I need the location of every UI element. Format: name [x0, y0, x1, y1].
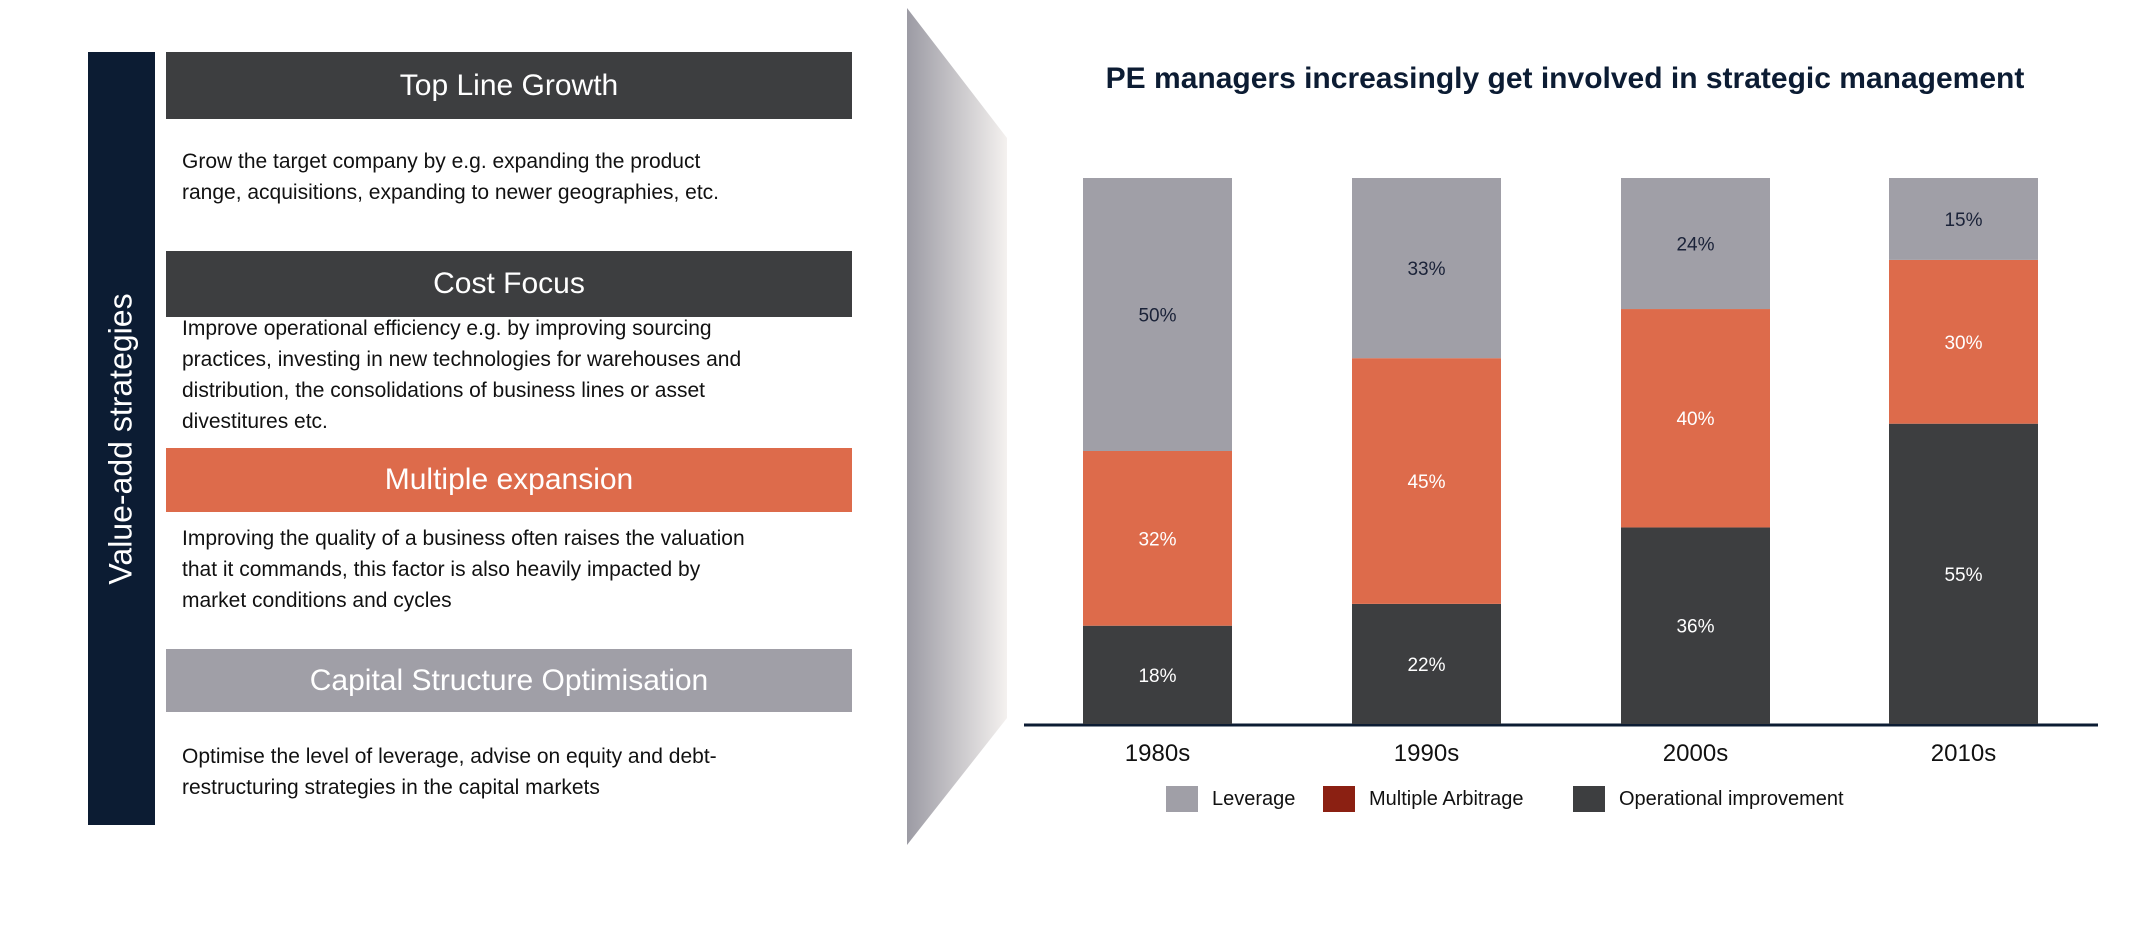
bar-segment — [1621, 178, 1770, 310]
data-label: 45% — [1407, 472, 1445, 493]
legend-swatch — [1166, 786, 1198, 812]
capital-structure-text: Optimise the level of leverage, advise o… — [182, 741, 842, 803]
legend-label: Multiple Arbitrage — [1369, 787, 1524, 810]
chart-title: PE managers increasingly get involved in… — [1105, 62, 2025, 95]
data-label: 33% — [1407, 259, 1445, 280]
data-label: 50% — [1138, 306, 1176, 327]
x-tick-label: 1980s — [1124, 740, 1191, 767]
legend-label: Operational improvement — [1619, 787, 1844, 810]
text-line: divestitures etc. — [182, 410, 328, 433]
bar-segment — [1083, 451, 1232, 626]
data-label: 40% — [1676, 409, 1714, 430]
value-add-sidebar — [88, 52, 155, 825]
text-line: practices, investing in new technologies… — [182, 348, 742, 371]
cost-focus-header: Cost Focus — [166, 251, 852, 317]
data-label: 18% — [1138, 666, 1176, 687]
bar-segment — [1352, 603, 1501, 724]
capital-structure-header: Capital Structure Optimisation — [166, 649, 852, 712]
text-line: that it commands, this factor is also he… — [182, 558, 701, 581]
multiple-expansion-header: Multiple expansion — [166, 448, 852, 512]
top-line-growth-header: Top Line Growth — [166, 52, 852, 119]
text-line: distribution, the consolidations of busi… — [182, 379, 705, 402]
data-label: 24% — [1676, 235, 1714, 256]
data-label: 22% — [1407, 655, 1445, 676]
text-line: restructuring strategies in the capital … — [182, 776, 600, 799]
x-tick-label: 2010s — [1930, 740, 1997, 767]
text-line: market conditions and cycles — [182, 589, 452, 612]
cost-focus-text: Improve operational efficiency e.g. by i… — [182, 313, 842, 437]
bar-segment — [1621, 309, 1770, 528]
data-label: 15% — [1944, 210, 1982, 231]
data-label: 36% — [1676, 617, 1714, 638]
legend-swatch — [1323, 786, 1355, 812]
bar-segment — [1889, 423, 2038, 724]
text-line: Optimise the level of leverage, advise o… — [182, 745, 717, 768]
bar-segment — [1352, 178, 1501, 359]
bar-segment — [1889, 259, 2038, 424]
legend-swatch — [1573, 786, 1605, 812]
text-line: Improving the quality of a business ofte… — [182, 527, 745, 550]
multiple-expansion-text: Improving the quality of a business ofte… — [182, 523, 842, 616]
data-label: 30% — [1944, 333, 1982, 354]
text-line: range, acquisitions, expanding to newer … — [182, 181, 720, 204]
bar-segment — [1889, 178, 2038, 260]
data-label: 55% — [1944, 565, 1982, 586]
x-tick-label: 2000s — [1662, 740, 1729, 767]
legend-item-leverage: Leverage — [1166, 786, 1295, 812]
x-tick-label: 1990s — [1393, 740, 1460, 767]
legend-item-operational-improvement: Operational improvement — [1573, 786, 1844, 812]
text-line: Grow the target company by e.g. expandin… — [182, 150, 701, 173]
data-label: 32% — [1138, 529, 1176, 550]
text-line: Improve operational efficiency e.g. by i… — [182, 317, 712, 340]
bar-segment — [1083, 178, 1232, 451]
bar-segment — [1352, 358, 1501, 604]
legend-item-multiple-arbitrage: Multiple Arbitrage — [1323, 786, 1524, 812]
bar-segment — [1621, 527, 1770, 724]
top-line-growth-text: Grow the target company by e.g. expandin… — [182, 146, 842, 208]
bar-segment — [1083, 625, 1232, 724]
legend-label: Leverage — [1212, 787, 1296, 810]
